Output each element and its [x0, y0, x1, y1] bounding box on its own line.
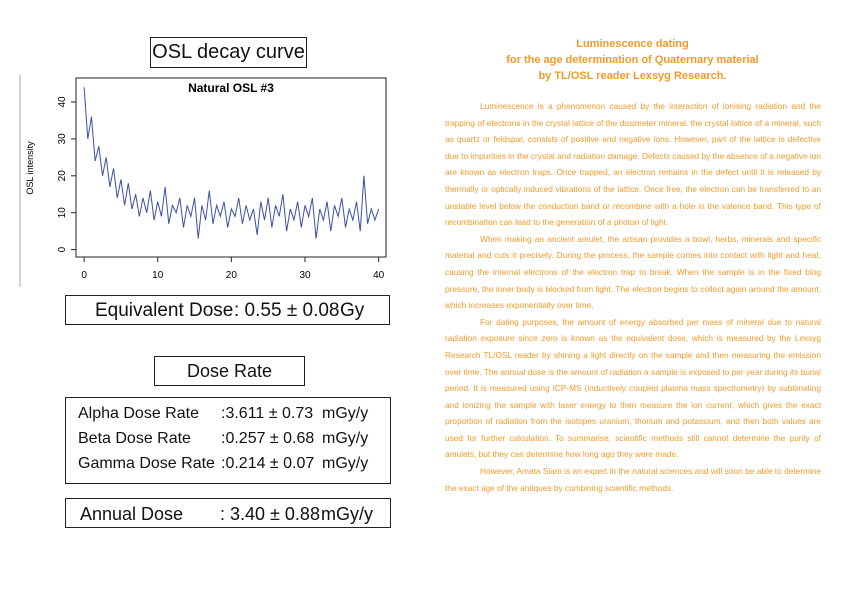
label: Equivalent Dose: [95, 300, 234, 321]
y-tick-label: 10: [57, 207, 68, 219]
value: :0.214 ± 0.07: [221, 455, 315, 472]
x-tick-label: 20: [226, 270, 238, 281]
annual-dose-box: Annual Dose : 3.40 ± 0.88 mGy/y: [65, 498, 391, 528]
paragraph: Luminescence is a phenomenon caused by t…: [445, 101, 821, 228]
article-title: Luminescence dating for the age determina…: [445, 36, 820, 84]
plot-frame: [75, 77, 387, 258]
dose-rate-title-box: Dose Rate: [154, 356, 305, 386]
title-box: OSL decay curve: [150, 37, 307, 68]
y-axis-label: OSL intensity: [25, 141, 35, 195]
osl-line: [83, 87, 380, 239]
label: Beta Dose Rate: [78, 430, 191, 447]
x-tick-label: 0: [81, 270, 87, 281]
y-tick-label: 30: [57, 133, 68, 145]
unit: Gy: [340, 300, 365, 321]
x-tick-label: 10: [152, 270, 164, 281]
title-line: Luminescence dating: [576, 38, 689, 50]
x-tick-label: 30: [299, 270, 311, 281]
value: :3.611 ± 0.73: [221, 405, 314, 422]
unit: mGy/y: [322, 455, 369, 472]
label: Gamma Dose Rate: [78, 455, 215, 472]
dose-rates-box: Alpha Dose Rate :3.611 ± 0.73 mGy/y Beta Do…: [65, 397, 391, 484]
paragraph: For dating purposes, the amount of energ…: [445, 316, 821, 460]
article-body: Luminescence is a phenomenon caused by t…: [445, 98, 821, 496]
value: : 3.40 ± 0.88: [220, 504, 320, 524]
y-tick-label: 20: [57, 170, 68, 182]
title-line: by TL/OSL reader Lexsyg Research.: [538, 70, 727, 82]
chart-title: Natural OSL #3: [188, 81, 274, 95]
value: : 0.55 ± 0.08: [234, 300, 340, 321]
y-tick-label: 40: [57, 96, 68, 108]
x-tick-label: 40: [373, 270, 385, 281]
label: Alpha Dose Rate: [78, 405, 199, 422]
title: OSL decay curve: [152, 41, 305, 63]
dose-rate-title: Dose Rate: [186, 361, 273, 381]
paragraph: However, Amata Siam is an expert in the …: [445, 466, 821, 493]
title-line: for the age determination of Quaternary …: [506, 54, 759, 66]
equivalent-dose-box: Equivalent Dose : 0.55 ± 0.08 Gy: [65, 295, 390, 325]
paragraph: When making an ancient amulet, the artis…: [445, 233, 821, 311]
y-tick-label: 0: [57, 246, 68, 252]
value: :0.257 ± 0.68: [221, 430, 315, 447]
unit: mGy/y: [322, 405, 369, 422]
label: Annual Dose: [80, 504, 184, 524]
unit: mGy/y: [321, 504, 373, 524]
unit: mGy/y: [322, 430, 369, 447]
